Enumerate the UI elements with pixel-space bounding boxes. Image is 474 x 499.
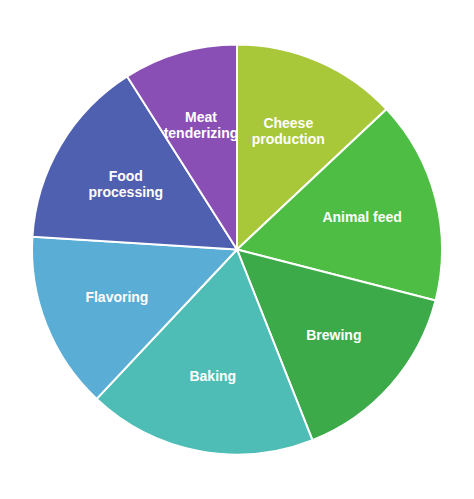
slice-label: Cheeseproduction [252,115,325,147]
slice-labels: Cheeseproduction Animal feed Brewing Baking… [85,109,401,384]
slices [32,45,442,455]
slice-label: Brewing [306,327,361,343]
slice-label: Meattenderizing [164,109,239,141]
chart-container: Cheeseproduction Animal feed Brewing Baking… [0,0,474,499]
pie-chart: Cheeseproduction Animal feed Brewing Baking… [0,0,474,499]
pie-slice [32,237,237,399]
slice-label: Flavoring [85,289,148,305]
slice-label: Foodprocessing [88,168,163,200]
pie-slice [127,45,237,250]
slice-label: Animal feed [322,209,401,225]
slice-label: Baking [189,368,236,384]
